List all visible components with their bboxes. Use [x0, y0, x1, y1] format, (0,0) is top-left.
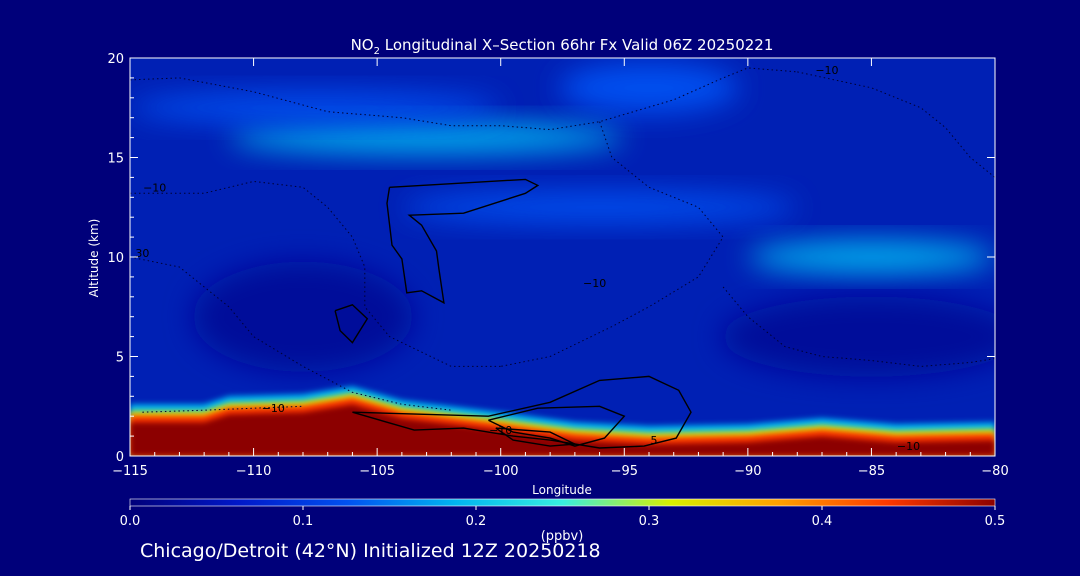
y-axis-label: Altitude (km) [87, 219, 101, 298]
solid-contour [495, 427, 578, 447]
x-tick-label: −100 [483, 464, 519, 479]
field-band [130, 91, 501, 124]
dotted-contour [722, 286, 995, 367]
colorbar-tick-label: 0.0 [120, 514, 141, 529]
contour-label: 5 [650, 434, 657, 447]
field-band [747, 241, 995, 273]
concentration-field [130, 58, 995, 456]
colorbar-tick-label: 0.4 [812, 514, 833, 529]
x-tick-label: −80 [981, 464, 1008, 479]
initialization-caption: Chicago/Detroit (42°N) Initialized 12Z 2… [140, 540, 601, 562]
colorbar-tick-label: 0.5 [985, 514, 1006, 529]
surface-layer-core [130, 404, 995, 456]
y-tick-label: 15 [107, 152, 124, 167]
y-tick-label: 0 [116, 450, 124, 465]
contour-label: −10 [897, 440, 920, 453]
contour-label: 30 [135, 247, 149, 260]
x-tick-label: −110 [236, 464, 272, 479]
dotted-contour [797, 71, 995, 178]
contour-label: −10 [143, 181, 166, 194]
y-tick-label: 5 [116, 351, 124, 366]
contour-label: −10 [489, 424, 512, 437]
field-low-region [721, 296, 995, 377]
x-tick-label: −90 [734, 464, 761, 479]
solid-contour [334, 304, 369, 344]
colorbar-tick-label: 0.1 [293, 514, 314, 529]
colorbar-label: (ppbv) [541, 529, 584, 544]
x-axis: −115 −110 −105 −100 −95 −90 −85 −80 [112, 58, 1009, 479]
contour-label: −10 [262, 402, 285, 415]
contour-labels: −10 30 −10 −10 −10 −10 −10 5 [135, 64, 920, 453]
contour-label: −10 [583, 277, 606, 290]
x-tick-label: −115 [112, 464, 148, 479]
x-tick-label: −85 [858, 464, 885, 479]
chart-title: NO2 Longitudinal X–Section 66hr Fx Valid… [351, 36, 774, 57]
colorbar-frame [129, 498, 996, 507]
colorbar: 0.0 0.1 0.2 0.3 0.4 0.5 [120, 498, 1006, 529]
solid-contour [352, 375, 692, 449]
x-tick-label: −95 [611, 464, 638, 479]
y-axis: 0 5 10 15 20 [107, 52, 995, 465]
contour-lines [130, 67, 995, 449]
field-low-region [193, 261, 413, 372]
field-upper-region [559, 62, 739, 113]
y-tick-label: 10 [107, 251, 124, 266]
field-band [228, 121, 625, 154]
dotted-contour [130, 180, 501, 367]
solid-contour [386, 178, 540, 305]
field-band [401, 191, 798, 224]
solid-contour [488, 405, 626, 447]
dotted-contour [142, 405, 304, 413]
colorbar-tick-label: 0.3 [639, 514, 660, 529]
colorbar-gradient [130, 499, 995, 506]
x-tick-label: −105 [359, 464, 395, 479]
colorbar-tick-label: 0.2 [466, 514, 487, 529]
y-tick-label: 20 [107, 52, 124, 67]
x-axis-label: Longitude [532, 483, 592, 497]
contour-label: −10 [815, 64, 838, 77]
